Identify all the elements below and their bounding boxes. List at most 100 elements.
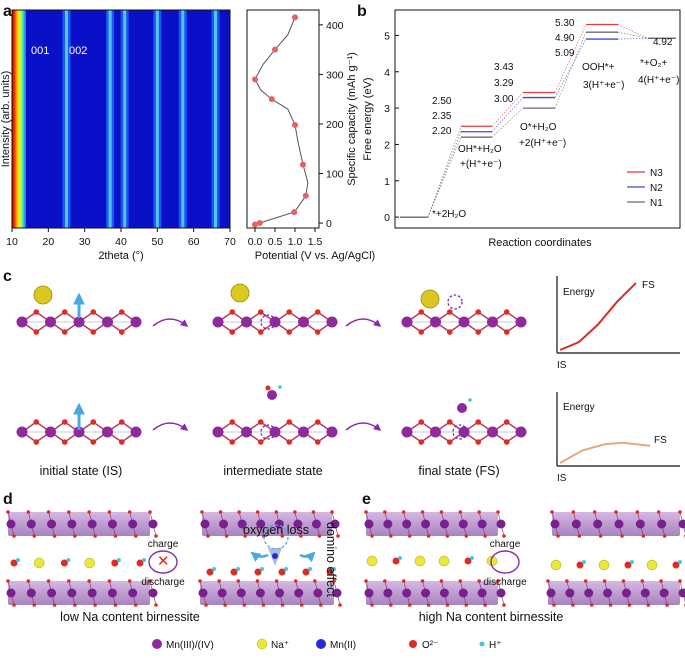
- slab-d1-bot-mn-2: [47, 588, 57, 598]
- step-0-label: *+2H₂O: [432, 209, 466, 220]
- peak-core-6: [213, 10, 217, 228]
- cycle-ellipse-d: [148, 550, 178, 574]
- chain-top-mid-o-up-2: [286, 309, 293, 315]
- heatmap-peaks: [62, 10, 220, 228]
- peak-label-001: 001: [31, 45, 49, 57]
- slab-e2-bot-mn-1: [565, 588, 575, 598]
- capacity-point-8: [292, 121, 298, 128]
- panel-c-label: c: [3, 268, 12, 285]
- slab-d1-bot-o-top-1: [26, 579, 31, 583]
- chain-bottom-is-mn-2: [73, 426, 85, 438]
- legend-swatch-mn34: [152, 639, 162, 649]
- slab-e2-top-mn-1: [571, 519, 581, 529]
- peak-label-002: 002: [69, 45, 87, 57]
- slab-d2-top-mn-0: [200, 519, 210, 529]
- slab-e1-top-mn-4: [439, 519, 449, 529]
- fs-label-bottom: FS: [654, 435, 667, 446]
- slab-e2-top-o-top-5: [656, 510, 661, 514]
- slab-e2-top-o-bot-3: [620, 534, 624, 538]
- chain-bottom-mid-mn-4: [326, 426, 338, 438]
- slab-d2-top-o-bot-7: [336, 534, 340, 538]
- slab-e1-bot-o-bot-4: [445, 603, 450, 607]
- ions-d2-o-3: [278, 568, 286, 576]
- chain-top-fs-mn-2: [458, 316, 470, 328]
- cap-ytick-label-3: 300: [326, 69, 344, 81]
- step-1-label-a: OH*+H₂O: [458, 144, 502, 155]
- step-3-label-b: 3(H⁺+e⁻): [583, 80, 624, 91]
- ions-e2-o-5: [672, 561, 680, 569]
- chain-top-is-o-up-1: [61, 309, 68, 315]
- slab-e1-bot-o-top-3: [420, 579, 425, 583]
- slab-d2-top-o-bot-6: [317, 534, 322, 538]
- ions-d1-h-4: [116, 558, 121, 562]
- discharge-label-d: discharge: [141, 577, 185, 588]
- slab-d2-bot-mn-1: [217, 588, 227, 598]
- chain-top-is-o-up-3: [118, 309, 125, 315]
- slab-d1-bot-o-bot-6: [133, 603, 138, 607]
- slab-e1-top-mn-1: [383, 519, 393, 529]
- slab-e2-bot-o-bot-2: [589, 603, 594, 607]
- slab-d1-top-o-top-3: [67, 510, 71, 514]
- legend-mn2: Mn(II): [330, 640, 356, 651]
- slab-d1-top-mn-2: [47, 519, 57, 529]
- legend-swatch-na: [256, 638, 268, 650]
- ions-e1-na-2: [414, 555, 426, 567]
- slab-e2-top-o-bot-4: [641, 534, 646, 538]
- chain-top-mid-o-dn-1: [257, 329, 264, 335]
- fe-ytick-label-2: 2: [384, 139, 390, 151]
- capacity-frame: [246, 9, 320, 229]
- slab-e1-bot-o-bot-2: [407, 603, 412, 607]
- connector-N1-3: [617, 31, 649, 39]
- charge-label-d: charge: [148, 539, 179, 550]
- birnessite-slabs: [6, 510, 685, 607]
- slab-d1-top-body: [8, 512, 150, 536]
- slab-d1-top-o-bot-2: [52, 534, 57, 538]
- slab-e2-top-o-top-1: [571, 510, 576, 514]
- slab-e1-top-o-bot-7: [502, 534, 506, 538]
- bottom-legend: Mn(III)/(IV) Na⁺ Mn(II) O²⁻ H⁺: [152, 638, 502, 651]
- slab-e2-top-o-top-3: [614, 510, 618, 514]
- energy-label-bottom: Energy: [563, 402, 595, 413]
- chain-bottom-is-o-dn-0: [33, 439, 40, 445]
- slab-e1-top-mn-0: [364, 519, 374, 529]
- fe-levels: [400, 23, 676, 218]
- ions-d1-na-1: [33, 557, 45, 569]
- slab-e1-bot-mn-2: [402, 588, 412, 598]
- cap-xtick-label-1: 0.5: [268, 236, 283, 248]
- ions-d1-o-2: [60, 559, 68, 567]
- chain-bottom-mid-o-up-3: [314, 419, 321, 425]
- chain-top-is-o-dn-1: [61, 329, 68, 335]
- chain-bottom-is-o-up-0: [33, 419, 40, 425]
- slab-e2-bot-o-top-6: [659, 579, 663, 583]
- slab-d1-top-mn-7: [148, 519, 158, 529]
- legend-na: Na⁺: [271, 640, 289, 651]
- slab-d2-top-o-bot-2: [243, 534, 247, 538]
- ions-d2-h-3: [284, 567, 288, 571]
- slab-e2-bot-o-top-1: [565, 579, 569, 583]
- slab-e1-top-o-top-5: [458, 510, 463, 514]
- chain-top-mid-o-dn-3: [314, 329, 321, 335]
- mn2-atom: [272, 553, 278, 559]
- peak-core-2: [108, 10, 112, 228]
- panel-e-title: high Na content birnessite: [419, 610, 564, 624]
- fe-ytick-label-1: 1: [384, 176, 390, 188]
- slab-d2-bot-o-top-3: [255, 579, 260, 583]
- chain-bottom-is-mn-1: [45, 426, 56, 438]
- ions-d2-h-5: [332, 567, 336, 571]
- slab-d1-top-mn-1: [26, 519, 36, 529]
- ions-e2-na-2: [598, 559, 610, 571]
- slab-e2-top-o-bot-2: [598, 534, 603, 538]
- chain-top-is-mn-4: [130, 316, 142, 328]
- capacity-curve: [252, 14, 309, 228]
- panel-a-label: a: [3, 3, 12, 20]
- slab-d2-top-o-bot-1: [224, 534, 229, 538]
- ions-e1-na-3: [438, 555, 450, 567]
- chain-bottom-fs-mn-2: [458, 426, 470, 438]
- slab-e1-top-mn-2: [402, 519, 412, 529]
- chain-bottom-mid-mn-3: [298, 426, 309, 438]
- domino-arrow-right: [299, 551, 316, 563]
- ions-e1-o-1: [392, 557, 400, 565]
- ions-d1-h-5: [142, 558, 146, 562]
- slab-d2-bot-mn-5: [294, 588, 304, 598]
- na-atom-top-fs: [420, 289, 440, 309]
